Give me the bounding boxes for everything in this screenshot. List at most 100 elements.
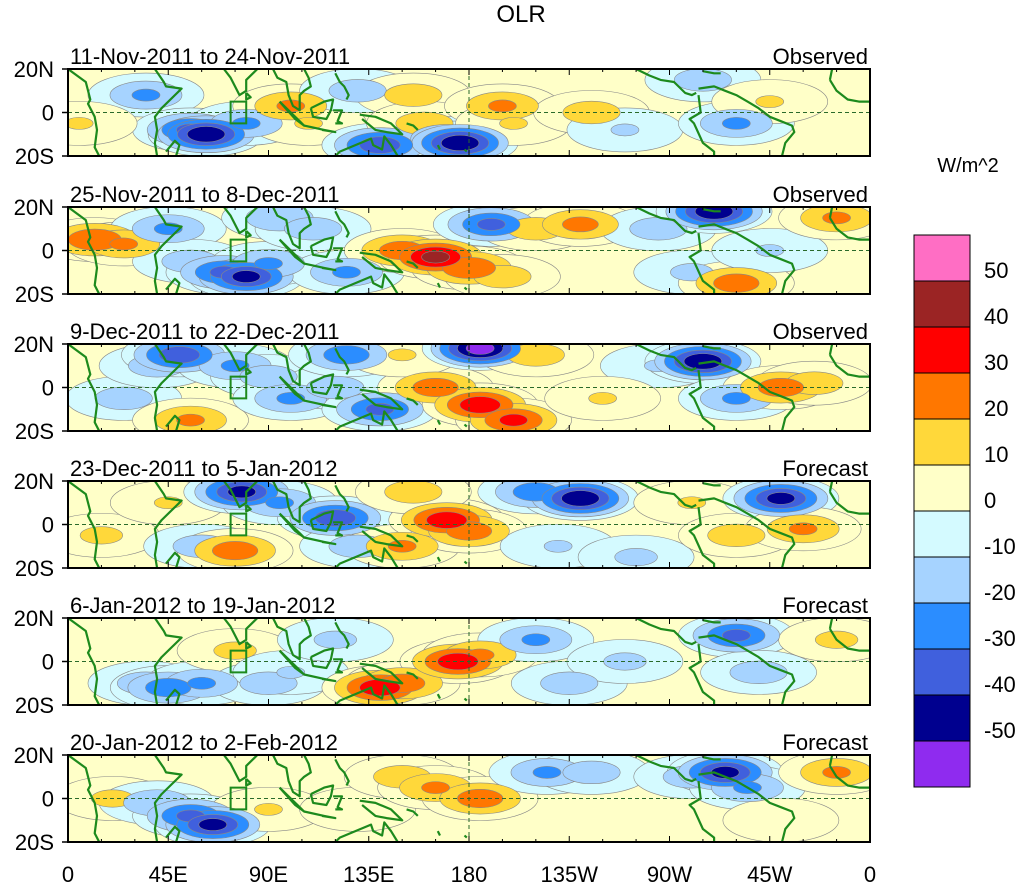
colorbar-swatch [913,510,971,558]
coastline [670,477,688,479]
contour-shape [562,760,621,785]
coastline [359,388,404,411]
contour-shape [540,671,599,695]
x-tick-label: 90E [249,862,288,887]
coastline [278,512,306,539]
colorbar-swatch [913,556,971,604]
coastline [165,688,181,705]
panel-6: 20N 0 20S 20-Jan-2012 to 2-Feb-2012 Forecast [14,730,871,855]
contour-shape [254,803,283,816]
coastline [278,100,306,127]
panel-kind-label: Observed [773,44,868,69]
contour-shape [499,413,528,427]
y-tick-label: 20S [15,144,54,169]
coastline [333,684,400,705]
coastline [309,784,335,807]
coastline [634,207,697,235]
y-tick-label: 0 [42,650,54,675]
coastline [222,344,312,387]
contour-shape [314,509,356,527]
contour-shape [543,539,573,553]
contour-shape [94,386,153,411]
colorbar-swatch [913,694,971,742]
coastline [334,621,350,649]
coastline [222,207,312,250]
contour-shape [131,88,161,102]
contour-shape [440,134,480,152]
contour-shape [459,396,501,414]
coastline [309,647,335,670]
coastline [670,340,688,342]
coastline [153,69,183,156]
panel-5: 20N 0 20S 6-Jan-2012 to 19-Jan-2012 Forecast [14,593,871,718]
contour-shape [755,95,785,108]
panel-period-label: 11-Nov-2011 to 24-Nov-2011 [70,44,350,69]
coastline [222,69,312,112]
contour-shape [68,117,94,130]
contour-shape [145,678,192,698]
y-tick-label: 20N [14,606,54,631]
contour-shape [729,660,788,685]
coastline [68,755,101,842]
contour-shape [683,353,723,370]
contour-shape [186,126,226,143]
coastline [406,260,419,269]
contour-shape [387,348,417,362]
contour-shape [722,392,751,405]
contour-shape [176,413,205,427]
coastline [406,122,419,131]
colorbar-swatch [913,602,971,650]
anomaly-field [68,207,870,294]
y-tick-label: 20N [14,469,54,494]
contour-shape [294,117,323,130]
contour-shape [384,481,443,504]
x-tick-label: 135W [541,862,599,887]
coastline [333,658,344,674]
coastline [828,354,870,378]
contour-shape [198,818,228,831]
contour-shape [328,79,387,103]
panel-period-label: 25-Nov-2011 to 8-Dec-2011 [70,182,339,207]
contour-shape [426,511,468,529]
coastline [463,286,468,291]
anomaly-field [68,481,862,568]
contour-shape [588,392,617,405]
contour-shape [788,522,818,536]
coastline [333,273,400,294]
contour-shape [722,797,840,842]
coastline [153,618,183,705]
colorbar-swatch [913,280,971,328]
coastline [153,207,183,294]
coastline [670,751,688,753]
contour-shape [488,99,517,113]
coastline [333,247,344,263]
panel-period-label: 6-Jan-2012 to 19-Jan-2012 [70,593,335,618]
colorbar-label: 50 [984,258,1008,283]
coastline [165,139,181,156]
x-tick-label: 45E [149,862,188,887]
panel-kind-label: Forecast [782,730,868,755]
y-tick-label: 20N [14,332,54,357]
coastline [828,628,870,652]
coastline [702,345,721,350]
colorbar-label: 40 [984,304,1008,329]
coastline [333,547,400,568]
colorbar-units: W/m^2 [937,155,999,177]
coastline [359,251,404,274]
colorbar-swatch [913,648,971,696]
contour-shape [713,273,760,293]
panel-group: 20N 0 20S 11-Nov-2011 to 24-Nov-2011 Observe… [14,44,871,855]
coastline [165,277,181,294]
coastline [406,534,419,543]
colorbar-label: -40 [984,672,1016,697]
panel-kind-label: Forecast [782,456,868,481]
coastline [68,207,101,294]
coastline [334,210,350,238]
coastline [634,481,697,509]
coastline [436,282,441,288]
contour-shape [421,250,450,264]
coastline [68,618,101,705]
coastline [406,671,419,680]
coastline [828,481,834,493]
contour-shape [673,69,732,92]
